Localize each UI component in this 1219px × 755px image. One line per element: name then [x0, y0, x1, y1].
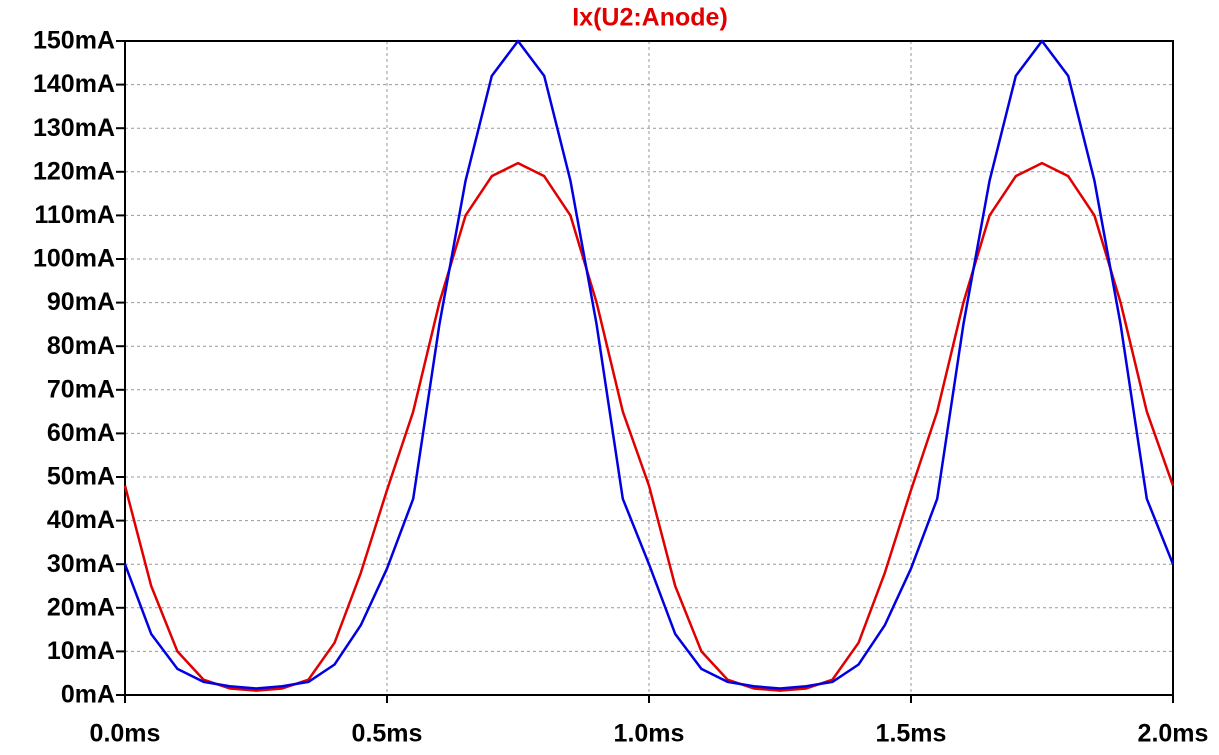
series-line — [123, 39, 1175, 690]
y-tick-label: 10mA — [47, 637, 115, 665]
y-tick-label: 120mA — [33, 157, 115, 185]
y-tick-label: 140mA — [33, 70, 115, 98]
y-tick-label: 110mA — [34, 201, 115, 229]
plot-frame — [124, 40, 1174, 696]
y-tick-label: 20mA — [47, 593, 115, 621]
y-tick-label: 150mA — [33, 27, 115, 55]
x-tick-label: 0.0ms — [90, 720, 161, 748]
y-tick-label: 60mA — [47, 419, 115, 447]
y-tick-label: 100mA — [33, 245, 115, 273]
x-tick-label: 0.5ms — [352, 720, 423, 748]
x-tick-label: 2.0ms — [1138, 720, 1209, 748]
y-tick-label: 40mA — [47, 506, 115, 534]
y-tick-label: 0mA — [61, 681, 115, 709]
x-tick-label: 1.0ms — [614, 720, 685, 748]
y-tick-label: 30mA — [47, 550, 115, 578]
y-tick-label: 50mA — [47, 463, 115, 491]
y-tick-label: 130mA — [33, 114, 115, 142]
y-tick-label: 70mA — [47, 375, 115, 403]
chart-title: Ix(U2:Anode) — [572, 4, 728, 32]
y-tick-label: 90mA — [47, 288, 115, 316]
x-tick-label: 1.5ms — [876, 720, 947, 748]
y-tick-label: 80mA — [47, 332, 115, 360]
